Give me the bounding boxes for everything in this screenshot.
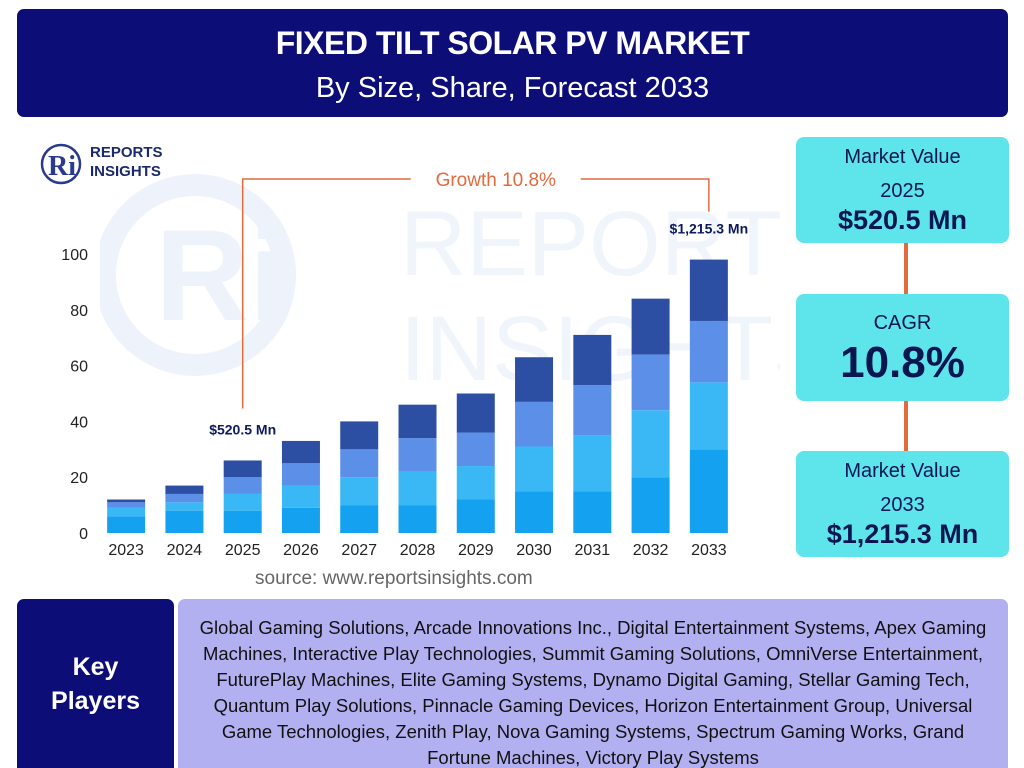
bar-segment: [107, 507, 146, 517]
cagr-card: CAGR 10.8%: [796, 294, 1009, 401]
bar-segment: [340, 421, 379, 450]
card-label: CAGR: [873, 312, 932, 334]
page-title: FIXED TILT SOLAR PV MARKET: [275, 25, 750, 61]
y-tick-label: 40: [70, 414, 88, 431]
bar-segment: [340, 477, 379, 506]
bar-segment: [456, 466, 495, 500]
x-tick-label: 2025: [225, 542, 261, 559]
growth-bracket-left: [241, 178, 411, 409]
logo: Ri REPORTS INSIGHTS: [40, 142, 200, 186]
card-value: 10.8%: [840, 338, 965, 387]
bar-segment: [515, 401, 554, 447]
x-tick-label: 2027: [341, 542, 377, 559]
bar-segment: [281, 485, 320, 508]
bar-segment: [223, 460, 262, 478]
bar-segment: [631, 477, 670, 533]
x-tick-label: 2028: [400, 542, 436, 559]
y-tick-label: 20: [70, 470, 88, 487]
bar-segment: [165, 485, 204, 494]
logo-line1: REPORTS: [90, 144, 163, 161]
data-label: $520.5 Mn: [209, 421, 276, 437]
card-label-year: 2025: [880, 180, 925, 202]
bar-segment: [515, 357, 554, 402]
market-value-2025-card: Market Value 2025 $520.5 Mn: [796, 137, 1009, 243]
card-connector-lower: [904, 401, 908, 451]
x-tick-label: 2033: [691, 542, 727, 559]
bar-segment: [631, 410, 670, 478]
x-tick-label: 2029: [458, 542, 494, 559]
bar-segment: [107, 516, 146, 533]
bar-segment: [281, 463, 320, 486]
page-subtitle: By Size, Share, Forecast 2033: [315, 72, 710, 104]
bar-segment: [573, 491, 612, 533]
bar-segment: [456, 393, 495, 433]
bar-segment: [573, 334, 612, 386]
bar-segment: [515, 446, 554, 492]
x-tick-label: 2024: [167, 542, 203, 559]
y-tick-label: 100: [61, 247, 88, 264]
x-tick-label: 2023: [108, 542, 144, 559]
bar-segment: [573, 435, 612, 492]
bar-segment: [107, 499, 146, 503]
card-value: $1,215.3 Mn: [826, 519, 979, 549]
bar-segment: [398, 505, 437, 533]
market-value-2033-card: Market Value 2033 $1,215.3 Mn: [796, 451, 1009, 557]
bar-segment: [456, 499, 495, 533]
bar-segment: [165, 510, 204, 533]
bar-segment: [631, 354, 670, 411]
logo-line2: INSIGHTS: [90, 163, 161, 180]
bar-segment: [515, 491, 554, 533]
y-tick-label: 80: [70, 303, 88, 320]
x-tick-label: 2031: [575, 542, 611, 559]
bar-segment: [107, 502, 146, 508]
bar-segment: [689, 382, 728, 450]
key-players-heading-line2: Players: [51, 686, 140, 715]
bar-segment: [398, 438, 437, 472]
growth-label: Growth 10.8%: [436, 170, 556, 191]
stacked-bar-chart: 0 20 40 60 80 100 2023 2024 2025 2026 2027 2028 2029…: [61, 170, 749, 559]
card-label: Market Value: [844, 146, 961, 168]
x-tick-label: 2030: [516, 542, 552, 559]
bar-segment: [223, 510, 262, 533]
x-tick-label: 2032: [633, 542, 669, 559]
bar-segment: [398, 471, 437, 506]
card-label: Market Value: [844, 460, 961, 482]
y-tick-label: 0: [79, 526, 88, 543]
bar-segment: [689, 320, 728, 383]
bar-segment: [281, 507, 320, 533]
x-tick-label: 2026: [283, 542, 319, 559]
source-note: source: www.reportsinsights.com: [255, 568, 533, 589]
bar-segment: [456, 432, 495, 467]
y-tick-label: 60: [70, 359, 88, 376]
bar-segment: [398, 404, 437, 439]
card-label-year: 2033: [880, 494, 925, 516]
bar-segment: [689, 449, 728, 533]
key-players-heading-line1: Key: [72, 652, 119, 681]
key-players-heading: Key Players: [17, 599, 174, 768]
bar-segment: [689, 259, 728, 321]
card-connector-upper: [904, 243, 908, 294]
bar-segment: [340, 449, 379, 478]
bar-segment: [281, 440, 320, 464]
data-label: $1,215.3 Mn: [670, 221, 749, 237]
svg-text:Ri: Ri: [48, 151, 76, 182]
key-players-list: Global Gaming Solutions, Arcade Innovati…: [178, 599, 1008, 768]
bar-segment: [631, 298, 670, 355]
header-banner: FIXED TILT SOLAR PV MARKET By Size, Shar…: [17, 9, 1008, 117]
logo-mark: Ri: [40, 143, 82, 185]
growth-bracket-right: [580, 178, 710, 212]
bar-segment: [573, 385, 612, 436]
bar-segment: [223, 493, 262, 511]
bar-segment: [165, 493, 204, 503]
bar-segment: [165, 502, 204, 511]
bar-segment: [340, 505, 379, 533]
bar-segment: [223, 477, 262, 494]
card-value: $520.5 Mn: [837, 205, 968, 235]
